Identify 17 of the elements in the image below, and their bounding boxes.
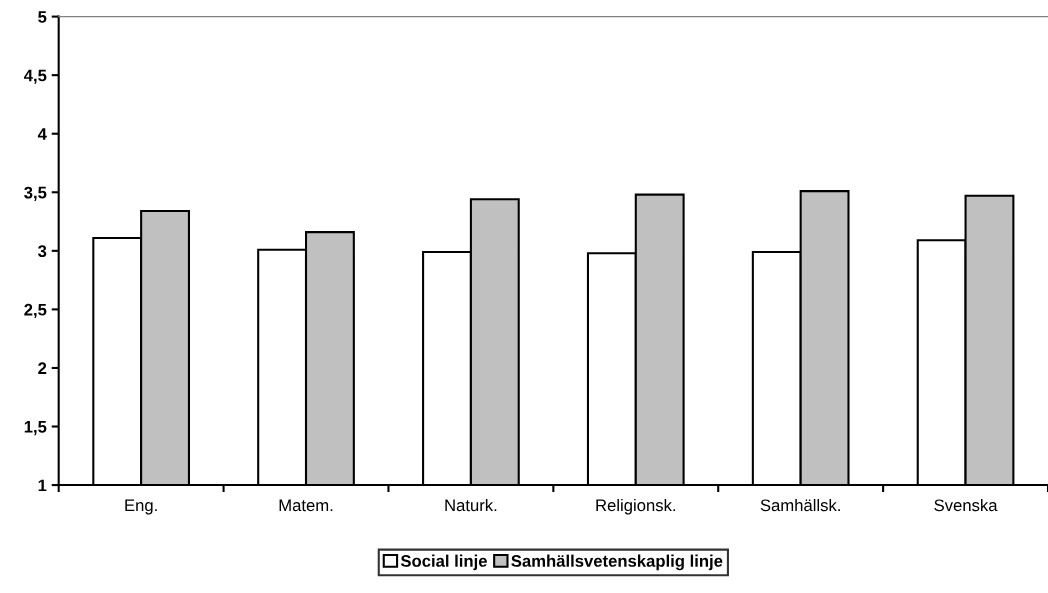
x-tick-label: Samhällsk. xyxy=(760,498,840,512)
legend-label: Samhällsvetenskaplig linje xyxy=(511,554,723,571)
x-tick-label: Matem. xyxy=(279,499,333,512)
y-tick-label: 5 xyxy=(38,11,47,23)
y-tick-label: 4,5 xyxy=(23,69,47,84)
y-tick-label: 1 xyxy=(38,479,47,492)
y-tick-label: 3,5 xyxy=(24,186,47,201)
legend-label: Social linje xyxy=(400,554,487,571)
x-tick-label: Svenska xyxy=(934,498,998,512)
y-tick-label: 1,5 xyxy=(24,421,47,436)
y-tick-label: 2 xyxy=(38,362,47,374)
x-tick-label: Religionsk. xyxy=(596,498,676,515)
y-tick-label: 4 xyxy=(37,128,47,140)
x-tick-label: Naturk. xyxy=(445,498,497,512)
y-tick-label: 2,5 xyxy=(24,303,47,319)
y-tick-label: 3 xyxy=(38,245,47,258)
x-tick-label: Eng. xyxy=(125,499,157,515)
